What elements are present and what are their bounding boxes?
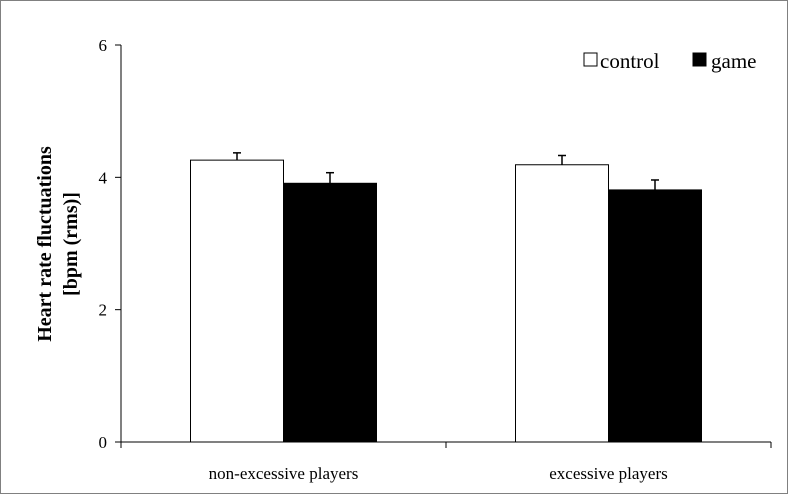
y-tick-label-4: 4 — [99, 168, 108, 187]
y-ticks: 0 2 4 6 — [99, 36, 772, 452]
bar-control-1 — [515, 164, 609, 443]
bar-game-1 — [608, 189, 702, 443]
x-category-label-0: non-excessive players — [209, 464, 359, 483]
y-axis-label-line-1: Heart rate fluctuations — [34, 146, 56, 342]
y-tick-label-0: 0 — [99, 433, 108, 452]
y-axis-label-line-2: [bpm (rms)] — [60, 192, 82, 296]
y-tick-label-2: 2 — [99, 301, 108, 320]
bars-layer — [190, 152, 702, 443]
x-category-label-1: excessive players — [549, 464, 667, 483]
legend-label-game: game — [711, 49, 756, 73]
legend-label-control: control — [600, 49, 660, 73]
legend-swatch-game — [692, 52, 707, 67]
bar-control-0 — [190, 159, 284, 443]
bar-game-0 — [283, 182, 377, 443]
legend: control game — [583, 49, 756, 73]
x-category-labels: non-excessive players excessive players — [209, 464, 668, 483]
y-tick-label-6: 6 — [99, 36, 108, 55]
legend-swatch-control — [583, 52, 598, 67]
